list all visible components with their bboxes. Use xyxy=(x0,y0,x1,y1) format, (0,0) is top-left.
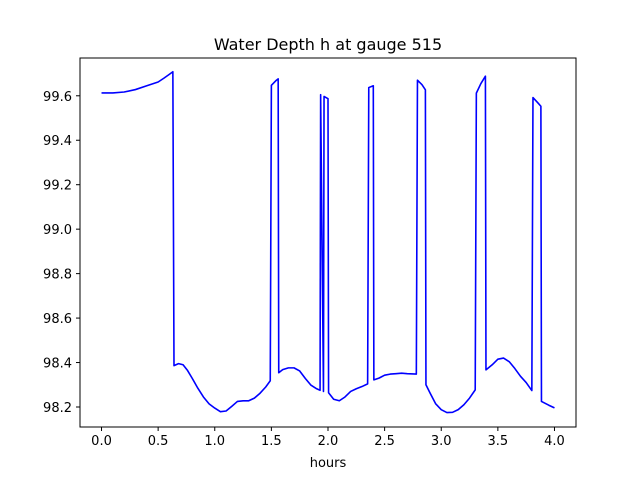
x-tick-label: 1.0 xyxy=(204,434,225,449)
y-tick-label: 99.2 xyxy=(43,179,72,194)
y-tick-label: 99.0 xyxy=(43,223,72,238)
x-tick-label: 3.5 xyxy=(488,434,509,449)
y-tick-label: 98.6 xyxy=(43,312,72,327)
x-tick-label: 0.5 xyxy=(148,434,169,449)
series-layer xyxy=(101,70,555,414)
water-depth-series-line xyxy=(101,70,555,414)
x-tick-label: 4.0 xyxy=(544,434,565,449)
x-tick-label: 1.5 xyxy=(261,434,282,449)
x-tick-label: 0.0 xyxy=(91,434,112,449)
y-tick-label: 98.4 xyxy=(43,357,72,372)
y-tick-label: 98.8 xyxy=(43,268,72,283)
x-axis-ticks: 0.0 0.5 1.0 1.5 2.0 2.5 3.0 3.5 4.0 xyxy=(91,427,565,449)
chart-title: Water Depth h at gauge 515 xyxy=(214,35,442,54)
x-tick-label: 2.5 xyxy=(374,434,395,449)
y-tick-label: 98.2 xyxy=(43,401,72,416)
y-tick-label: 99.4 xyxy=(43,134,72,149)
y-axis-ticks: 98.2 98.4 98.6 98.8 99.0 99.2 99.4 99.6 xyxy=(43,90,80,416)
x-axis-label: hours xyxy=(310,456,347,471)
x-tick-label: 2.0 xyxy=(318,434,339,449)
x-tick-label: 3.0 xyxy=(431,434,452,449)
y-tick-label: 99.6 xyxy=(43,90,72,105)
plot-area-frame xyxy=(79,57,577,428)
